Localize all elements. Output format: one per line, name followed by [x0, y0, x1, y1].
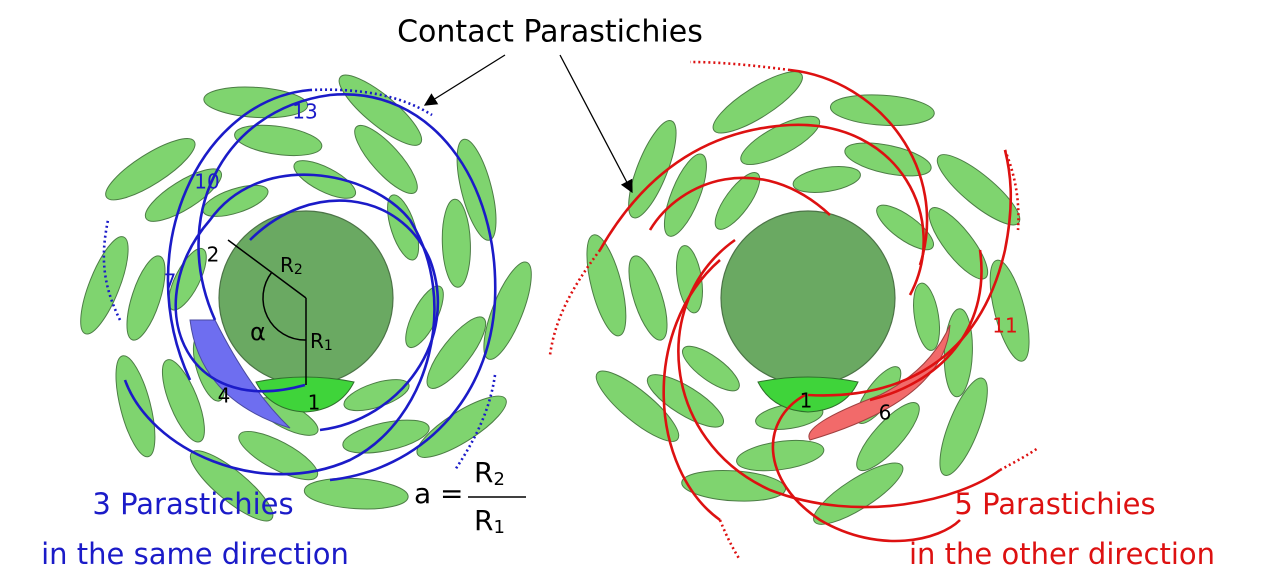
arrow [423, 54, 506, 106]
r1-label: R1 [310, 329, 333, 355]
leaf [126, 255, 166, 341]
central-disc [720, 210, 896, 386]
leaf [586, 234, 627, 337]
leaf [387, 194, 420, 261]
leaf [939, 377, 988, 476]
r2-label: R2 [280, 253, 303, 279]
caption: in the other direction [909, 537, 1215, 571]
angle-label: α [250, 318, 266, 346]
leaf-6 [808, 324, 951, 441]
formula: a = R2 R1 [414, 456, 526, 538]
leaf [161, 359, 205, 443]
title: Contact Parastichies [397, 15, 703, 50]
leaf [628, 255, 668, 341]
subscript: 2 [493, 469, 504, 490]
label: 10 [194, 170, 219, 194]
formula-eq: = [440, 477, 463, 510]
leaf [342, 419, 430, 454]
leaf-1 [255, 376, 355, 413]
label: 1 [308, 391, 321, 415]
leaf [913, 282, 941, 351]
caption: in the same direction [41, 537, 349, 571]
label: 1 [800, 389, 813, 413]
leaf [928, 207, 989, 280]
leaf [354, 124, 418, 194]
caption: 5 Parastichies [954, 487, 1155, 521]
symbol: R [474, 456, 493, 489]
arrow [559, 54, 633, 194]
leaf [740, 115, 821, 166]
leaf [595, 370, 680, 442]
right-parastichies [548, 60, 1039, 561]
leaf [943, 308, 973, 398]
svg-text:R1: R1 [474, 504, 505, 538]
formula-lhs: a [414, 477, 431, 510]
label: 4 [218, 384, 231, 408]
caption: 3 Parastichies [92, 487, 293, 521]
subscript: 1 [493, 517, 504, 538]
leaf [441, 198, 471, 288]
label: 13 [292, 100, 317, 124]
leaf [829, 94, 935, 127]
leaf [792, 165, 861, 193]
leaf [712, 71, 803, 134]
subscript: 1 [324, 338, 333, 354]
leaf [238, 430, 319, 481]
leaf-4 [189, 319, 291, 429]
leaf [105, 138, 196, 201]
leaf [426, 316, 487, 389]
radii [227, 239, 307, 385]
left-parastichies [102, 88, 497, 482]
leaf [675, 245, 703, 314]
leaf-1 [757, 376, 859, 413]
symbol: R [474, 504, 493, 537]
svg-text:R2: R2 [474, 456, 505, 490]
leaf [168, 247, 207, 311]
label: 2 [207, 243, 220, 267]
leaf [681, 469, 787, 502]
leaf [682, 345, 740, 392]
leaf [989, 259, 1030, 362]
leaf [115, 355, 156, 458]
label: 6 [879, 401, 892, 425]
leaf [876, 204, 934, 251]
leaf [714, 172, 761, 230]
label: 7 [164, 270, 177, 294]
leaf [234, 124, 323, 157]
subscript: 2 [294, 262, 303, 278]
leaf [293, 160, 357, 199]
leaf [338, 74, 423, 146]
leaf [303, 477, 409, 510]
label: 11 [992, 314, 1017, 338]
symbol: R [310, 329, 324, 353]
leaf [936, 154, 1021, 226]
leaf [80, 236, 129, 335]
leaf [736, 439, 825, 472]
leaf [483, 261, 532, 360]
leaf [405, 285, 444, 349]
leaf [856, 402, 920, 472]
symbol: R [280, 253, 294, 277]
